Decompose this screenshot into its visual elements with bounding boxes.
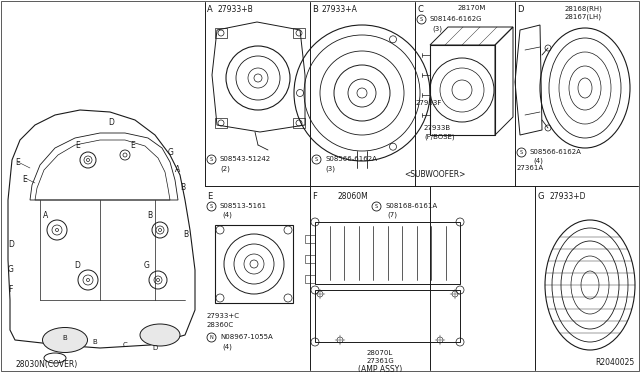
Bar (315, 290, 460, 342)
Text: 27933+A: 27933+A (322, 5, 358, 14)
Text: S: S (210, 157, 213, 162)
Text: 28360C: 28360C (207, 322, 234, 328)
Text: (AMP ASSY): (AMP ASSY) (358, 365, 402, 372)
Text: D: D (108, 118, 114, 127)
Text: B: B (63, 335, 67, 341)
Text: S: S (520, 150, 523, 155)
Bar (215, 118, 227, 128)
Text: C: C (417, 5, 423, 14)
Text: 27361G: 27361G (366, 358, 394, 364)
Text: (2): (2) (220, 165, 230, 171)
Text: 27933F: 27933F (416, 100, 442, 106)
Text: E: E (207, 192, 212, 201)
Text: E: E (76, 141, 80, 150)
Text: E: E (15, 158, 20, 167)
Text: B: B (312, 5, 318, 14)
Text: S08168-6161A: S08168-6161A (385, 203, 437, 209)
Text: S08566-6162A: S08566-6162A (530, 149, 582, 155)
Text: 27933+B: 27933+B (217, 5, 253, 14)
Bar (305, 275, 315, 283)
Text: 27361A: 27361A (517, 165, 544, 171)
Text: G: G (8, 265, 14, 274)
Text: B: B (183, 230, 188, 239)
Text: S08513-5161: S08513-5161 (220, 203, 267, 209)
Bar (215, 225, 293, 303)
Text: 28030N(COVER): 28030N(COVER) (15, 360, 77, 369)
Text: G: G (144, 261, 150, 270)
Text: 27933+C: 27933+C (207, 313, 240, 319)
Text: A: A (175, 165, 180, 174)
Text: 27933+D: 27933+D (549, 192, 586, 201)
Text: R2040025: R2040025 (596, 358, 635, 367)
Text: A: A (43, 211, 48, 220)
Text: S08566-6162A: S08566-6162A (325, 156, 377, 162)
Text: N08967-1055A: N08967-1055A (220, 334, 273, 340)
Bar (305, 255, 315, 263)
Bar (315, 222, 460, 284)
Text: G: G (537, 192, 543, 201)
Text: 28168(RH): 28168(RH) (565, 5, 603, 12)
Text: F: F (8, 285, 12, 294)
Text: B: B (93, 339, 97, 345)
Text: S: S (210, 204, 213, 209)
Text: (3): (3) (432, 25, 442, 32)
Text: 28170M: 28170M (458, 5, 486, 11)
Text: E: E (130, 141, 135, 150)
Ellipse shape (42, 327, 88, 353)
Text: S08146-6162G: S08146-6162G (430, 16, 483, 22)
Text: F: F (312, 192, 317, 201)
Text: 27933B: 27933B (424, 125, 451, 131)
Text: G: G (168, 148, 174, 157)
Text: C: C (123, 342, 127, 348)
Text: D: D (152, 345, 157, 351)
Bar (215, 28, 227, 38)
Text: S: S (375, 204, 378, 209)
Bar (293, 118, 305, 128)
Text: (4): (4) (533, 158, 543, 164)
Text: 28167(LH): 28167(LH) (565, 13, 602, 19)
Text: (7): (7) (387, 212, 397, 218)
Bar (293, 28, 305, 38)
Text: D: D (74, 261, 80, 270)
Text: (4): (4) (222, 212, 232, 218)
Text: 28070L: 28070L (367, 350, 393, 356)
Text: S08543-51242: S08543-51242 (220, 156, 271, 162)
Bar (430, 45, 495, 135)
Text: 28060M: 28060M (337, 192, 368, 201)
Text: (3): (3) (325, 165, 335, 171)
Bar (305, 235, 315, 243)
Text: S: S (315, 157, 318, 162)
Text: E: E (22, 175, 27, 184)
Ellipse shape (140, 324, 180, 346)
Text: A: A (207, 5, 212, 14)
Text: B: B (180, 183, 185, 192)
Text: D: D (8, 240, 14, 249)
Text: N: N (210, 335, 213, 340)
Text: D: D (517, 5, 524, 14)
Text: (4): (4) (222, 343, 232, 350)
Text: S: S (420, 17, 423, 22)
Text: B: B (147, 211, 152, 220)
Text: (F/BOSE): (F/BOSE) (424, 133, 454, 140)
Text: <SUBWOOFER>: <SUBWOOFER> (404, 170, 466, 179)
